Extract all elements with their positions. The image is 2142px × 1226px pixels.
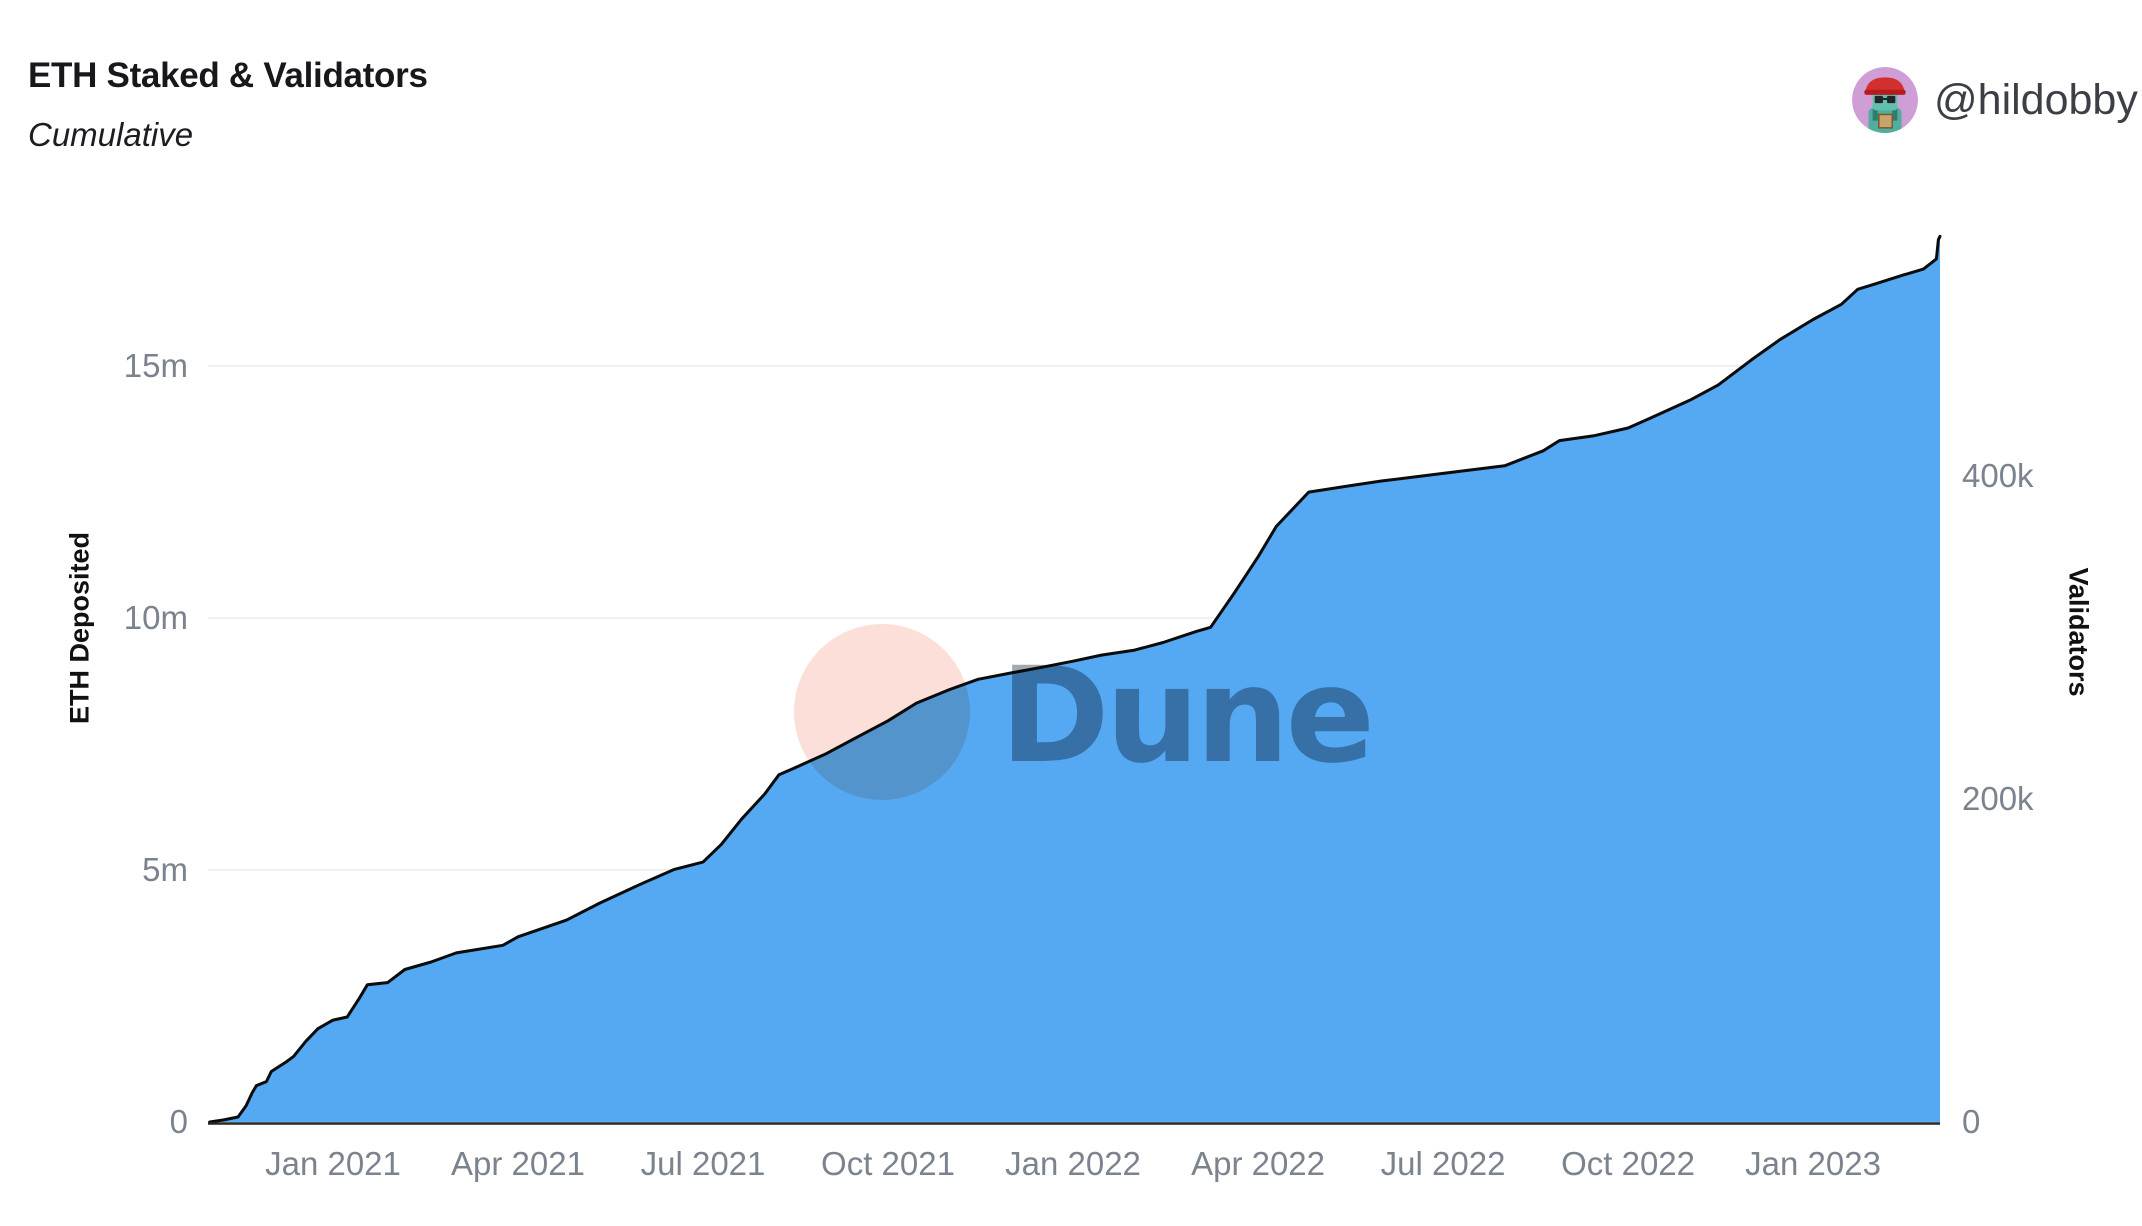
left-tick-label: 15m (123, 347, 188, 384)
left-tick-label: 5m (142, 851, 188, 888)
chart-subtitle: Cumulative (28, 116, 194, 153)
left-tick-label: 10m (123, 599, 188, 636)
x-tick-label: Oct 2022 (1561, 1145, 1696, 1182)
x-tick-label: Jul 2022 (1380, 1145, 1506, 1182)
x-tick-label: Jan 2021 (265, 1145, 401, 1182)
x-tick-label: Jan 2023 (1745, 1145, 1881, 1182)
x-tick-label: Apr 2021 (451, 1145, 585, 1182)
x-tick-label: Jul 2021 (640, 1145, 766, 1182)
author-handle: @hildobby (1934, 75, 2138, 124)
right-tick-label: 0 (1962, 1103, 1981, 1140)
eth-deposited-area-series (209, 237, 1941, 1122)
author-attribution: @hildobby (1852, 66, 2138, 134)
chart-title: ETH Staked & Validators (28, 56, 428, 95)
left-tick-label: 0 (169, 1103, 188, 1140)
author-avatar (1852, 67, 1918, 133)
right-axis-title: Validators (2063, 567, 2094, 697)
dune-watermark-text: Dune (1000, 639, 1375, 793)
pixel-character-avatar-icon (1852, 67, 1918, 133)
x-tick-label: Apr 2022 (1191, 1145, 1326, 1182)
right-tick-label: 400k (1962, 457, 2034, 494)
dune-watermark-circle (794, 624, 970, 800)
x-tick-label: Oct 2021 (821, 1145, 955, 1182)
x-tick-label: Jan 2022 (1005, 1145, 1141, 1182)
right-tick-label: 200k (1962, 780, 2034, 817)
